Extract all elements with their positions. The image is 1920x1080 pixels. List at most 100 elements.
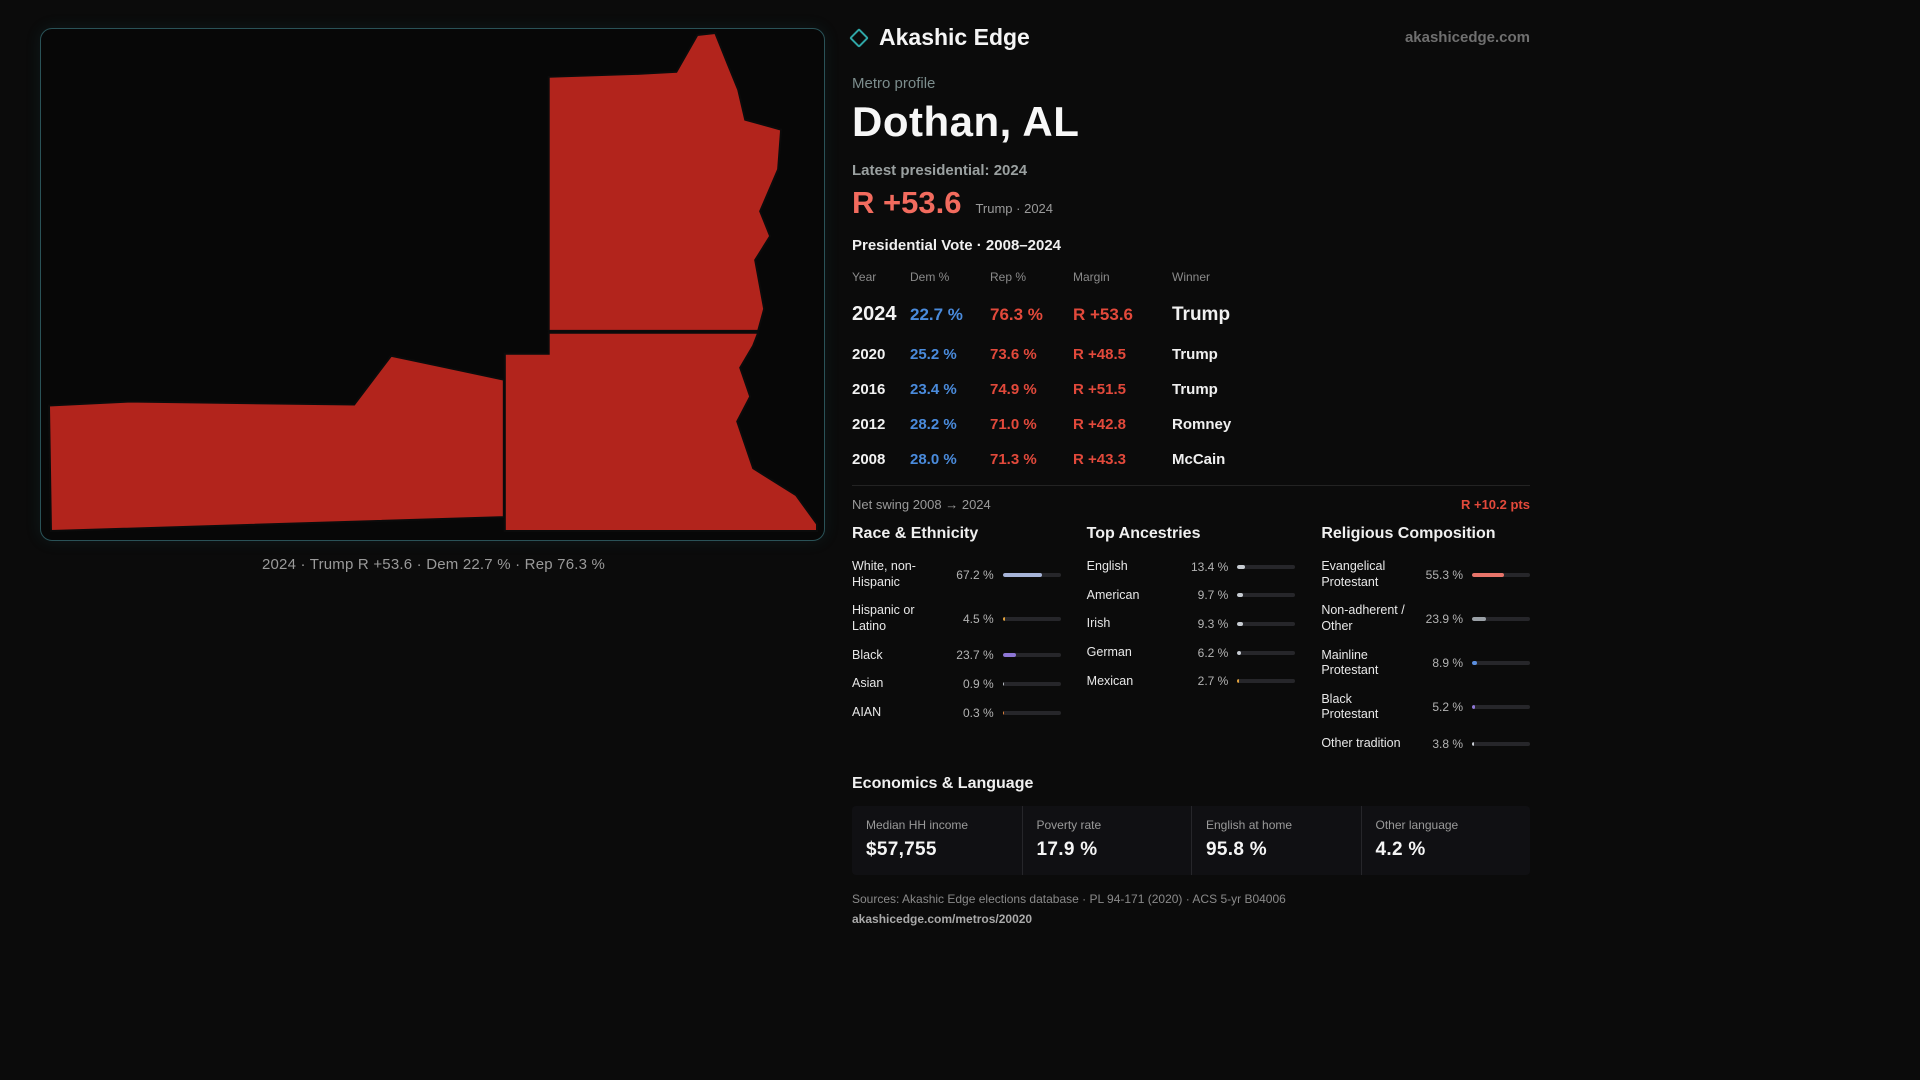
- list-item: Black Protestant 5.2 %: [1321, 692, 1530, 723]
- stat-median-income: Median HH income $57,755: [866, 817, 969, 860]
- cell-winner: Trump: [1172, 303, 1231, 325]
- cell-rep: 73.6 %: [990, 346, 1037, 363]
- stat-other-language: Other language 4.2 %: [1360, 805, 1531, 875]
- metro-permalink[interactable]: akashicedge.com/metros/20020: [852, 911, 1033, 926]
- stat-bar: [1002, 653, 1061, 658]
- list-item: Mexican 2.7 %: [1087, 674, 1296, 690]
- net-swing-label: Net swing 2008 → 2024: [852, 497, 991, 512]
- latest-margin-row: R +53.6 Trump · 2024: [852, 185, 1530, 221]
- stat-bar: [1002, 572, 1061, 577]
- cell-winner: Trump: [1172, 381, 1218, 398]
- stat-bar: [1237, 593, 1296, 598]
- stat-bar: [1472, 616, 1530, 621]
- cell-margin: R +51.5: [1073, 381, 1126, 398]
- site-url-link[interactable]: akashicedge.com: [1404, 29, 1530, 46]
- page-title: Dothan, AL: [852, 98, 1080, 145]
- stat-poverty-rate: Poverty rate 17.9 %: [1021, 805, 1192, 875]
- cell-rep: 71.0 %: [990, 416, 1037, 433]
- table-row: 2008 28.0 % 71.3 % R +43.3 McCain: [852, 442, 1530, 477]
- county-shape-southwest: [47, 354, 505, 533]
- list-item: English 13.4 %: [1087, 559, 1296, 575]
- col-dem: Dem %: [910, 270, 950, 284]
- col-winner: Winner: [1172, 270, 1211, 284]
- economics-title: Economics & Language: [852, 774, 1034, 792]
- stat-bar: [1237, 564, 1296, 569]
- table-row: 2024 22.7 % 76.3 % R +53.6 Trump: [852, 292, 1530, 337]
- col-year: Year: [852, 270, 877, 284]
- cell-dem: 28.0 %: [910, 451, 957, 468]
- cell-rep: 74.9 %: [990, 381, 1037, 398]
- stat-bar: [1237, 650, 1296, 655]
- brand: Akashic Edge: [849, 24, 1030, 51]
- stat-bar: [1002, 681, 1061, 686]
- list-item: Non-adherent / Other 23.9 %: [1321, 603, 1530, 634]
- stat-bar: [1002, 710, 1061, 715]
- cell-rep: 71.3 %: [990, 451, 1037, 468]
- stat-bar: [1002, 616, 1061, 621]
- list-item: Other tradition 3.8 %: [1321, 736, 1530, 752]
- cell-margin: R +53.6: [1073, 304, 1134, 324]
- list-item: Mainline Protestant 8.9 %: [1321, 648, 1530, 679]
- cell-dem: 23.4 %: [910, 381, 957, 398]
- list-item: American 9.7 %: [1087, 588, 1296, 604]
- brand-name: Akashic Edge: [879, 24, 1030, 50]
- stat-bar: [1237, 679, 1296, 684]
- ancestries-title: Top Ancestries: [1086, 525, 1201, 542]
- cell-margin: R +42.8: [1073, 416, 1126, 433]
- latest-margin-value: R +53.6: [852, 185, 962, 220]
- cell-dem: 28.2 %: [910, 416, 957, 433]
- stat-english-at-home: English at home 95.8 %: [1191, 805, 1361, 875]
- map-panel: [40, 28, 825, 541]
- race-ethnicity-title: Race & Ethnicity: [852, 525, 979, 542]
- latest-margin-sub: Trump · 2024: [975, 201, 1054, 216]
- vote-table-title: Presidential Vote · 2008–2024: [852, 237, 1062, 254]
- religion-title: Religious Composition: [1321, 525, 1496, 542]
- demographics-section: Race & Ethnicity White, non-Hispanic 67.…: [852, 525, 1530, 765]
- table-row: 2012 28.2 % 71.0 % R +42.8 Romney: [852, 407, 1530, 442]
- map-section: 2024 · Trump R +53.6 · Dem 22.7 % · Rep …: [40, 28, 827, 573]
- page-header: Akashic Edge akashicedge.com: [849, 24, 1530, 51]
- table-row: 2016 23.4 % 74.9 % R +51.5 Trump: [852, 372, 1530, 407]
- metro-profile-panel: Akashic Edge akashicedge.com Metro profi…: [849, 24, 1531, 926]
- economics-stats: Median HH income $57,755 Poverty rate 17…: [852, 805, 1531, 875]
- vote-table: Year Dem % Rep % Margin Winner 2024 22.7…: [852, 262, 1530, 477]
- stat-bar: [1472, 741, 1530, 746]
- list-item: Evangelical Protestant 55.3 %: [1321, 559, 1530, 590]
- list-item: AIAN 0.3 %: [852, 705, 1061, 721]
- vote-table-header: Year Dem % Rep % Margin Winner: [852, 262, 1530, 292]
- map-caption: 2024 · Trump R +53.6 · Dem 22.7 % · Rep …: [261, 556, 606, 573]
- race-ethnicity-column: Race & Ethnicity White, non-Hispanic 67.…: [852, 525, 1061, 765]
- cell-dem: 25.2 %: [910, 346, 957, 363]
- stat-bar: [1472, 661, 1530, 666]
- list-item: Irish 9.3 %: [1087, 616, 1296, 632]
- col-rep: Rep %: [990, 270, 1027, 284]
- net-swing-value: R +10.2 pts: [1460, 497, 1530, 512]
- table-row: 2020 25.2 % 73.6 % R +48.5 Trump: [852, 337, 1530, 372]
- stat-bar: [1237, 622, 1296, 627]
- cell-year: 2024: [852, 303, 897, 325]
- cell-winner: Romney: [1172, 416, 1232, 433]
- list-item: White, non-Hispanic 67.2 %: [852, 559, 1061, 590]
- net-swing-row: Net swing 2008 → 2024 R +10.2 pts: [852, 485, 1530, 512]
- cell-margin: R +43.3: [1073, 451, 1126, 468]
- cell-winner: McCain: [1172, 451, 1226, 468]
- latest-presidential-label: Latest presidential: 2024: [852, 162, 1028, 179]
- metro-profile-kicker: Metro profile: [852, 75, 936, 92]
- list-item: Asian 0.9 %: [852, 676, 1061, 692]
- cell-margin: R +48.5: [1073, 346, 1126, 363]
- list-item: Black 23.7 %: [852, 648, 1061, 664]
- list-item: German 6.2 %: [1087, 645, 1296, 661]
- religion-column: Religious Composition Evangelical Protes…: [1321, 525, 1530, 765]
- stat-bar: [1472, 705, 1530, 710]
- col-margin: Margin: [1073, 270, 1110, 284]
- cell-year: 2020: [852, 346, 886, 363]
- county-shape-southeast: [503, 331, 819, 533]
- cell-year: 2008: [852, 451, 886, 468]
- cell-winner: Trump: [1172, 346, 1218, 363]
- cell-year: 2012: [852, 416, 886, 433]
- cell-rep: 76.3 %: [990, 304, 1043, 324]
- cell-dem: 22.7 %: [910, 304, 963, 324]
- county-map: [47, 31, 819, 533]
- ancestries-column: Top Ancestries English 13.4 % American 9…: [1087, 525, 1296, 765]
- sources-note: Sources: Akashic Edge elections database…: [852, 891, 1286, 906]
